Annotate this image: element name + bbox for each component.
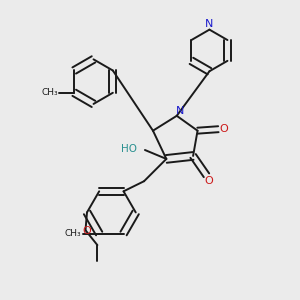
Text: O: O [82, 226, 91, 236]
Text: CH₃: CH₃ [65, 229, 81, 238]
Text: CH₃: CH₃ [41, 88, 58, 97]
Text: O: O [219, 124, 228, 134]
Text: N: N [176, 106, 184, 116]
Text: N: N [205, 19, 214, 29]
Text: HO: HO [121, 144, 136, 154]
Text: O: O [205, 176, 213, 186]
